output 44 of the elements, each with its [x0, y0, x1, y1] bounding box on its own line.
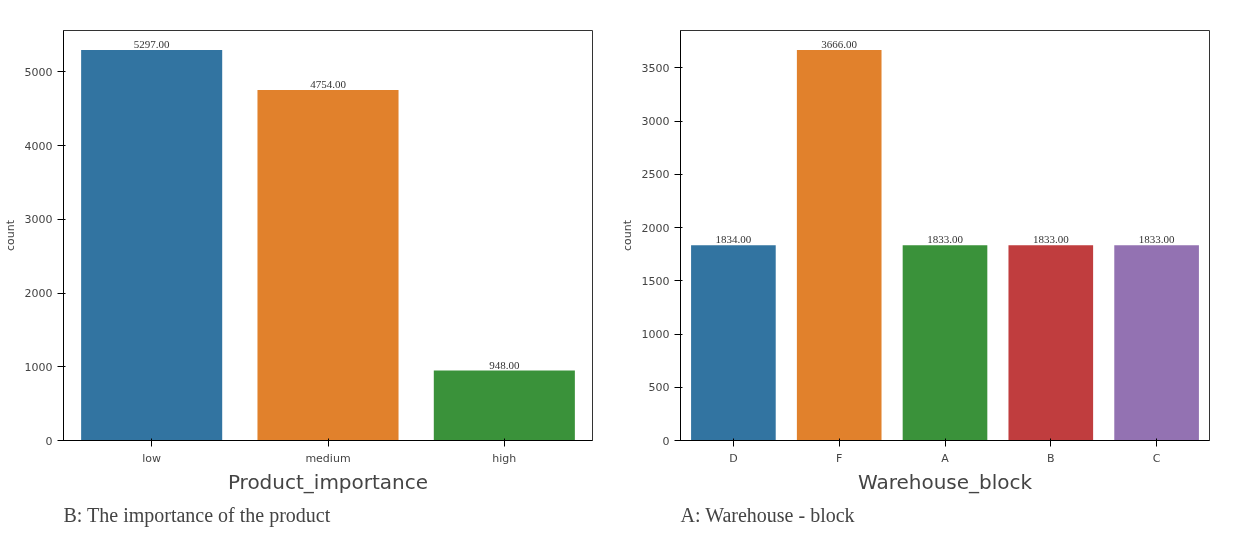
bar	[1008, 245, 1094, 441]
x-tick-label: medium	[305, 451, 351, 465]
bar	[81, 49, 223, 441]
x-axis-title: Product_importance	[227, 469, 429, 494]
bar	[902, 245, 988, 441]
y-tick-label: 3000	[24, 213, 53, 227]
bar	[1114, 245, 1199, 441]
data-label: 1833.00	[1138, 233, 1175, 246]
x-tick-label: B	[1047, 451, 1055, 465]
y-tick-label: 0	[662, 434, 670, 448]
bar	[257, 89, 399, 441]
data-label: 1833.00	[1032, 233, 1070, 246]
x-tick-label: low	[142, 451, 162, 465]
data-label: 3666.00	[821, 38, 858, 51]
y-tick-label: 4000	[24, 139, 53, 153]
x-tick-label: D	[729, 451, 738, 465]
x-tick-label: high	[492, 451, 517, 465]
y-tick-label: 500	[648, 381, 670, 395]
y-tick-label: 1000	[24, 360, 53, 374]
bar	[796, 50, 882, 441]
y-tick-label: 0	[45, 434, 53, 448]
x-tick-label: A	[941, 451, 950, 465]
y-tick-label: 3000	[641, 115, 670, 129]
y-tick-label: 3500	[641, 61, 670, 75]
y-tick-label: 2000	[641, 221, 670, 235]
y-tick-label: 1500	[641, 274, 670, 288]
y-tick-label: 1000	[641, 328, 670, 342]
data-label: 948.00	[489, 358, 520, 371]
y-axis-title: count	[620, 219, 634, 252]
x-tick-label: F	[836, 451, 843, 465]
text: B: The importance of the product	[63, 503, 331, 527]
x-tick-label: C	[1152, 451, 1161, 465]
y-tick-label: 2000	[24, 287, 53, 301]
y-tick-label: 5000	[24, 65, 53, 79]
y-tick-label: 2500	[641, 168, 670, 182]
bar	[433, 370, 575, 441]
data-label: 4754.00	[310, 77, 347, 90]
y-axis-title: count	[3, 219, 17, 252]
data-label: 1834.00	[715, 233, 752, 246]
bar	[691, 245, 776, 441]
data-label: 5297.00	[133, 37, 171, 50]
text: A: Warehouse - block	[680, 503, 855, 526]
x-axis-title: Warehouse_block	[857, 469, 1033, 494]
data-label: 1833.00	[927, 233, 964, 246]
